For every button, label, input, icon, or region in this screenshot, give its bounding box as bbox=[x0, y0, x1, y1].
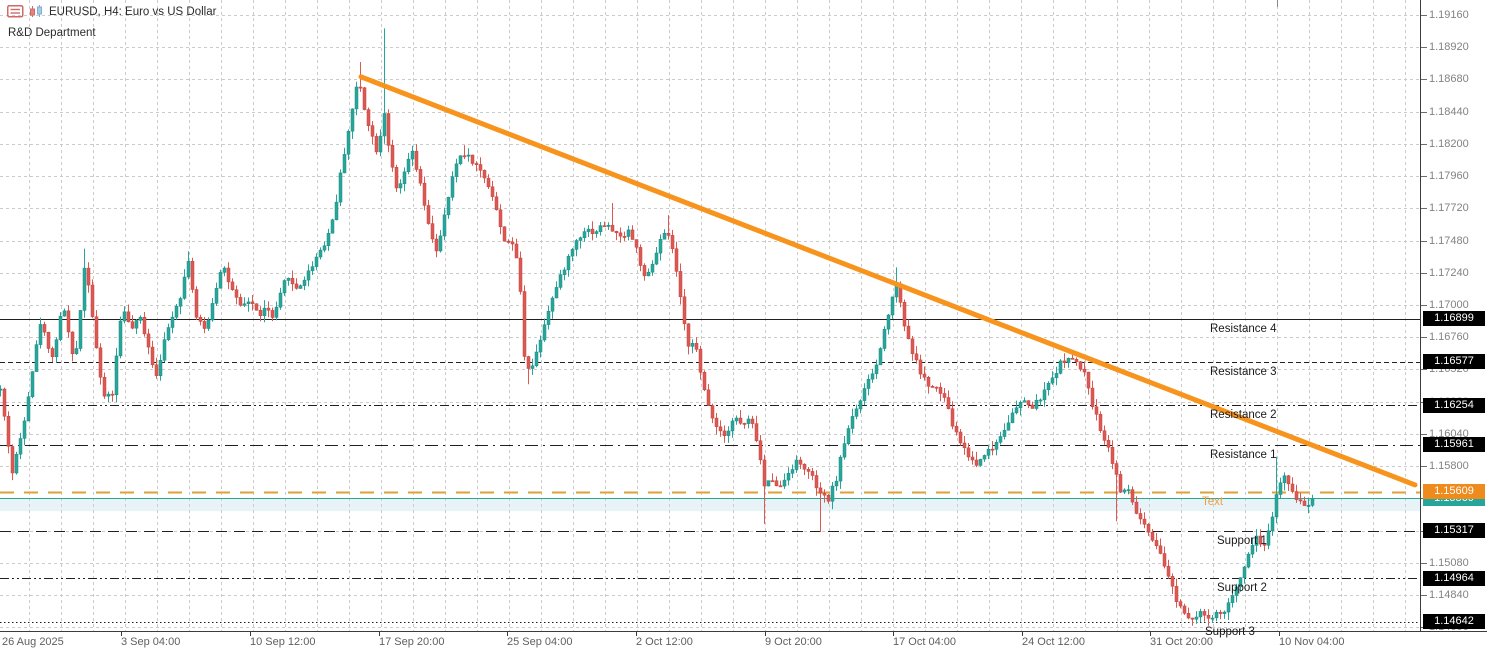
time-axis-tick bbox=[1150, 632, 1151, 636]
candlestick-chart-icon[interactable] bbox=[29, 5, 44, 18]
price-axis-tick bbox=[1421, 273, 1427, 274]
price-axis-tick bbox=[1421, 241, 1427, 242]
price-axis-label: 1.18920 bbox=[1429, 41, 1469, 54]
price-badge-support-3: 1.14642 bbox=[1423, 614, 1485, 630]
time-axis-separator[interactable] bbox=[0, 631, 1487, 632]
time-axis-label: 17 Oct 04:00 bbox=[893, 636, 956, 648]
price-axis-tick bbox=[1421, 466, 1427, 467]
time-axis-tick bbox=[379, 632, 380, 636]
time-axis-tick bbox=[507, 632, 508, 636]
price-axis-tick bbox=[1421, 47, 1427, 48]
time-axis-tick bbox=[893, 632, 894, 636]
price-axis-tick bbox=[1421, 176, 1427, 177]
time-axis-tick bbox=[121, 632, 122, 636]
price-badge-resistance-3: 1.16577 bbox=[1423, 354, 1485, 370]
price-axis-tick bbox=[1421, 595, 1427, 596]
price-axis-label: 1.18440 bbox=[1429, 105, 1469, 118]
price-axis-label: 1.17720 bbox=[1429, 202, 1469, 215]
chart-watermark: R&D Department bbox=[8, 27, 96, 39]
price-axis-label: 1.14840 bbox=[1429, 589, 1469, 602]
time-axis-label: 24 Oct 12:00 bbox=[1022, 636, 1085, 648]
trendline[interactable] bbox=[358, 74, 1418, 488]
chart-title: EURUSD, H4: Euro vs US Dollar bbox=[49, 5, 217, 18]
price-badge-resistance-4: 1.16899 bbox=[1423, 311, 1485, 327]
price-axis-tick bbox=[1421, 337, 1427, 338]
price-axis-tick bbox=[1421, 305, 1427, 306]
time-axis-tick bbox=[1022, 632, 1023, 636]
time-axis-label: 10 Sep 12:00 bbox=[250, 636, 316, 648]
price-badge-support-2: 1.14964 bbox=[1423, 570, 1485, 586]
time-axis-label: 3 Sep 04:00 bbox=[121, 636, 181, 648]
price-axis-label: 1.17960 bbox=[1429, 170, 1469, 183]
price-axis-label: 1.17000 bbox=[1429, 299, 1469, 311]
time-axis-label: 9 Oct 20:00 bbox=[765, 636, 822, 648]
price-axis-label: 1.17480 bbox=[1429, 234, 1469, 247]
price-axis-label: 1.19160 bbox=[1429, 8, 1469, 21]
time-axis-label: 10 Nov 04:00 bbox=[1279, 636, 1345, 648]
price-axis-label: 1.15800 bbox=[1429, 460, 1469, 473]
price-axis-tick bbox=[1421, 112, 1427, 113]
price-axis-tick bbox=[1421, 369, 1427, 370]
price-axis-label: 1.17240 bbox=[1429, 266, 1469, 279]
price-axis-tick bbox=[1421, 144, 1427, 145]
price-axis-separator[interactable] bbox=[1420, 0, 1421, 631]
price-axis-label: 1.16040 bbox=[1429, 427, 1469, 440]
time-axis-label: 17 Sep 20:00 bbox=[379, 636, 445, 648]
time-axis-tick bbox=[636, 632, 637, 636]
time-axis-label: 2 Oct 12:00 bbox=[636, 636, 693, 648]
price-axis-tick bbox=[1421, 79, 1427, 80]
time-axis-tick bbox=[250, 632, 251, 636]
price-badge-text: 1.15609 bbox=[1423, 484, 1485, 500]
price-chart[interactable] bbox=[0, 0, 1420, 631]
price-axis-tick bbox=[1421, 208, 1427, 209]
time-axis-label: 25 Sep 04:00 bbox=[507, 636, 573, 648]
time-axis-label: 26 Aug 2025 bbox=[2, 636, 64, 648]
price-axis-label: 1.18200 bbox=[1429, 137, 1469, 150]
price-axis-tick bbox=[1421, 434, 1427, 435]
price-band bbox=[0, 498, 1420, 512]
price-axis-tick bbox=[1421, 15, 1427, 16]
journal-list-icon[interactable] bbox=[7, 5, 24, 18]
time-axis-tick bbox=[1279, 632, 1280, 636]
time-axis-tick bbox=[765, 632, 766, 636]
price-axis-tick bbox=[1421, 563, 1427, 564]
chart-header: EURUSD, H4: Euro vs US Dollar bbox=[7, 5, 216, 18]
price-badge-resistance-2: 1.16254 bbox=[1423, 397, 1485, 413]
time-axis-label: 31 Oct 20:00 bbox=[1150, 636, 1213, 648]
price-badge-support-1: 1.15317 bbox=[1423, 523, 1485, 539]
price-badge-resistance-1: 1.15961 bbox=[1423, 437, 1485, 452]
price-axis-label: 1.18680 bbox=[1429, 73, 1469, 86]
price-axis-label: 1.15080 bbox=[1429, 556, 1469, 569]
price-axis-label: 1.16760 bbox=[1429, 331, 1469, 344]
candlestick-series bbox=[0, 28, 1315, 626]
